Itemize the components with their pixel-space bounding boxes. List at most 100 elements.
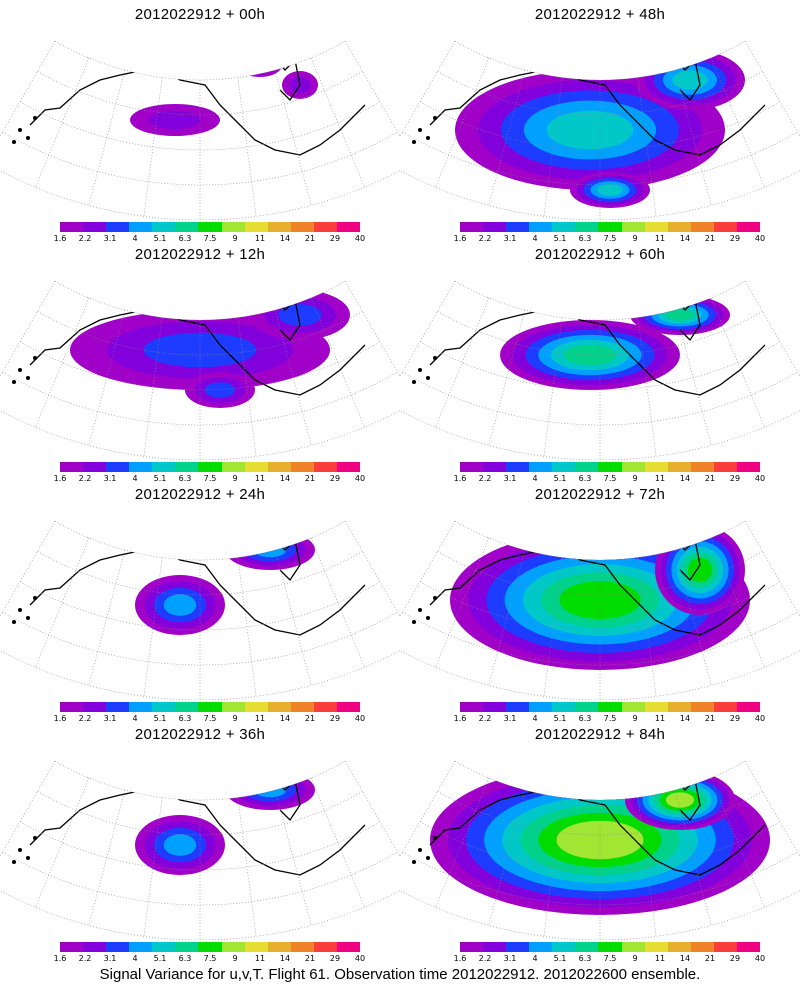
parallel-gridline: [400, 890, 800, 940]
meridian-gridline: [344, 520, 400, 618]
colorbar-segment: [713, 462, 737, 472]
colorbar-labels: 1.6 2.2 3.1 4 5.1 6.3 7.5 9 11 14 21 29 40: [54, 234, 365, 244]
variance-contour: [247, 58, 273, 72]
meridian-gridline: [35, 777, 90, 908]
colorbar-segment: [175, 222, 199, 232]
colorbar-segment: [483, 702, 507, 712]
meridian-gridline: [0, 40, 56, 138]
colorbar-tick-label: 14: [679, 714, 691, 723]
island-marker: [18, 368, 22, 372]
colorbar-segment: [460, 222, 484, 232]
colorbar-tick-label: 6.3: [178, 954, 192, 963]
colorbar-labels: 1.6 2.2 3.1 4 5.1 6.3 7.5 9 11 14 21 29 40: [454, 714, 765, 724]
meridian-gridline: [710, 777, 765, 908]
colorbar-segment: [244, 942, 268, 952]
parallel-gridline: [400, 170, 800, 220]
island-marker: [433, 836, 437, 840]
polar-map: [0, 280, 400, 460]
panel-title: 2012022912 + 00h: [134, 6, 266, 23]
meridian-gridline: [0, 520, 56, 618]
colorbar-segment: [106, 462, 130, 472]
colorbar-tick-label: 14: [279, 474, 291, 483]
colorbar-tick-label: 7.5: [603, 714, 617, 723]
polar-map: [400, 40, 800, 220]
colorbar-tick-label: 2.2: [478, 954, 492, 963]
colorbar-segment: [644, 702, 668, 712]
colorbar-tick-label: 3.1: [103, 954, 117, 963]
colorbar-tick-label: 6.3: [578, 714, 592, 723]
colorbar-segment: [598, 222, 622, 232]
colorbar-segment: [529, 942, 553, 952]
colorbar-segment: [690, 462, 714, 472]
parallel-gridline: [400, 410, 800, 460]
colorbar-tick-label: 2.2: [478, 234, 492, 243]
parallel-gridline: [400, 650, 800, 700]
colorbar-tick-label: 1.6: [53, 714, 67, 723]
colorbar: [460, 942, 761, 952]
colorbar-tick-label: 3.1: [503, 474, 517, 483]
colorbar-segment: [290, 222, 314, 232]
colorbar-tick-label: 5.1: [553, 234, 567, 243]
colorbar-tick-label: 40: [754, 954, 766, 963]
meridian-gridline: [710, 537, 765, 668]
colorbar-segment: [175, 942, 199, 952]
island-marker: [418, 368, 422, 372]
colorbar-tick-label: 7.5: [203, 234, 217, 243]
meridian-gridline: [344, 760, 400, 858]
colorbar-tick-label: 4: [132, 954, 138, 963]
colorbar-tick-label: 40: [754, 474, 766, 483]
map-panel: 2012022912 + 24h 1.6 2.2 3.1 4 5.1 6.3 7.5 9 11 14…: [0, 480, 400, 725]
colorbar-segment: [460, 462, 484, 472]
map-panel: 2012022912 + 36h 1.6 2.2 3.1 4 5.1 6.3 7.5 9 11 14…: [0, 720, 400, 965]
colorbar-tick-label: 3.1: [503, 954, 517, 963]
colorbar-tick-label: 4: [532, 714, 538, 723]
meridian-gridline: [0, 760, 56, 858]
colorbar-segment: [506, 462, 530, 472]
colorbar-segment: [336, 942, 361, 952]
colorbar: [60, 462, 361, 472]
colorbar-tick-label: 29: [329, 474, 341, 483]
colorbar-labels: 1.6 2.2 3.1 4 5.1 6.3 7.5 9 11 14 21 29 40: [454, 234, 765, 244]
variance-contour: [546, 110, 634, 150]
colorbar-tick-label: 2.2: [78, 474, 92, 483]
colorbar-segment: [152, 942, 176, 952]
colorbar-tick-label: 11: [654, 234, 666, 243]
colorbar-segment: [60, 942, 84, 952]
colorbar-tick-label: 5.1: [553, 474, 567, 483]
colorbar-segment: [290, 462, 314, 472]
meridian-gridline: [488, 550, 526, 686]
colorbar-tick-label: 29: [729, 714, 741, 723]
meridian-gridline: [400, 520, 456, 618]
meridian-gridline: [400, 280, 456, 378]
parallel-gridline: [419, 341, 781, 391]
island-marker: [33, 356, 37, 360]
colorbar-segment: [713, 942, 737, 952]
map-panel: 2012022912 + 60h 1.6 2.2 3.1 4 5.1 6.3 7.5 9 11 14…: [400, 240, 800, 485]
colorbar-segment: [152, 222, 176, 232]
colorbar-tick-label: 11: [654, 954, 666, 963]
figure-caption: Signal Variance for u,v,T. Flight 61. Ob…: [99, 966, 701, 983]
colorbar-tick-label: 3.1: [103, 714, 117, 723]
meridian-gridline: [344, 280, 400, 378]
colorbar-tick-label: 21: [704, 714, 716, 723]
colorbar-tick-label: 9: [232, 474, 238, 483]
colorbar-tick-label: 14: [679, 474, 691, 483]
colorbar-segment: [621, 462, 645, 472]
colorbar-segment: [575, 702, 599, 712]
colorbar-tick-label: 7.5: [203, 954, 217, 963]
colorbar-tick-label: 9: [632, 474, 638, 483]
meridian-gridline: [310, 777, 365, 908]
island-marker: [26, 376, 30, 380]
colorbar-tick-label: 11: [254, 954, 266, 963]
colorbar-tick-label: 7.5: [203, 714, 217, 723]
colorbar-segment: [460, 702, 484, 712]
map-panel: 2012022912 + 48h 1.6 2.2 3.1 4 5.1 6.3 7.5 9 11 14…: [400, 0, 800, 245]
colorbar-tick-label: 9: [232, 714, 238, 723]
colorbar-segment: [667, 462, 691, 472]
colorbar-tick-label: 3.1: [103, 474, 117, 483]
colorbar-segment: [552, 942, 576, 952]
colorbar-segment: [483, 942, 507, 952]
colorbar-segment: [129, 702, 153, 712]
colorbar-tick-label: 6.3: [178, 234, 192, 243]
coastline: [29, 544, 366, 636]
